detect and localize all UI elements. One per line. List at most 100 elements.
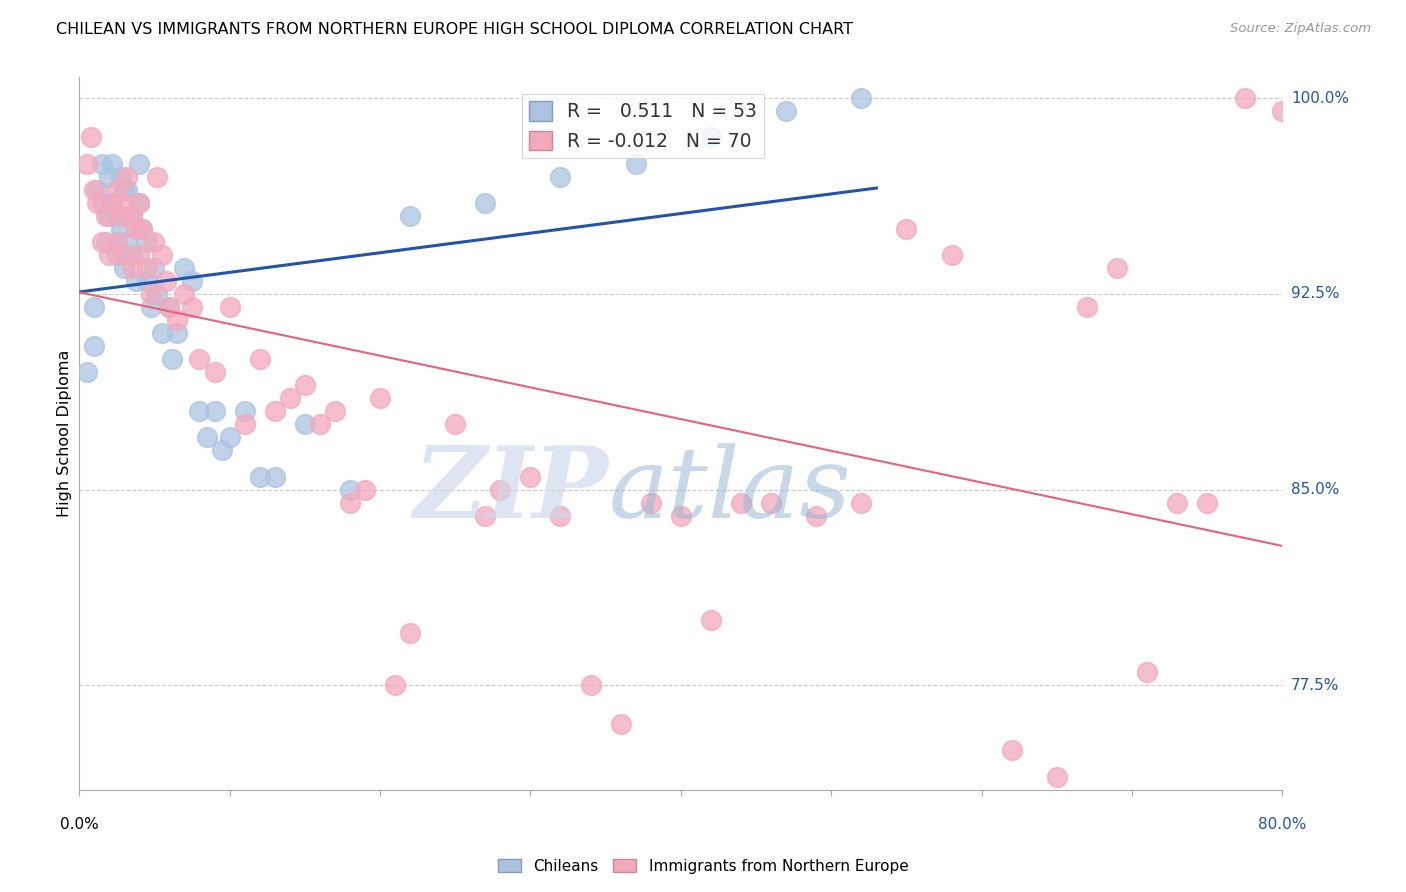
Point — [1046, 770, 1069, 784]
Point — [249, 469, 271, 483]
Point — [173, 260, 195, 275]
Point — [128, 195, 150, 210]
Point — [181, 274, 204, 288]
Point — [263, 404, 285, 418]
Point — [146, 287, 169, 301]
Point — [1105, 260, 1128, 275]
Point — [150, 248, 173, 262]
Point — [146, 169, 169, 184]
Text: CHILEAN VS IMMIGRANTS FROM NORTHERN EUROPE HIGH SCHOOL DIPLOMA CORRELATION CHART: CHILEAN VS IMMIGRANTS FROM NORTHERN EURO… — [56, 22, 853, 37]
Point — [101, 195, 124, 210]
Point — [730, 496, 752, 510]
Point — [640, 496, 662, 510]
Point — [105, 209, 128, 223]
Text: ZIP: ZIP — [413, 442, 609, 539]
Point — [143, 235, 166, 249]
Text: 100.0%: 100.0% — [1291, 91, 1348, 106]
Point — [181, 300, 204, 314]
Point — [354, 483, 377, 497]
Point — [233, 404, 256, 418]
Point — [157, 300, 180, 314]
Point — [339, 483, 361, 497]
Point — [204, 404, 226, 418]
Point — [90, 235, 112, 249]
Point — [110, 209, 132, 223]
Point — [550, 169, 572, 184]
Point — [1136, 665, 1159, 680]
Point — [110, 221, 132, 235]
Point — [308, 417, 330, 432]
Point — [489, 483, 512, 497]
Point — [1197, 496, 1219, 510]
Point — [384, 678, 406, 692]
Point — [135, 260, 157, 275]
Point — [105, 183, 128, 197]
Text: 80.0%: 80.0% — [1258, 817, 1306, 832]
Point — [851, 91, 873, 105]
Point — [117, 169, 139, 184]
Point — [141, 300, 163, 314]
Point — [96, 209, 118, 223]
Point — [368, 392, 391, 406]
Point — [125, 221, 148, 235]
Point — [700, 130, 723, 145]
Point — [112, 248, 135, 262]
Point — [669, 508, 692, 523]
Point — [86, 183, 108, 197]
Point — [76, 156, 98, 170]
Text: atlas: atlas — [609, 442, 852, 538]
Point — [519, 469, 541, 483]
Point — [579, 678, 602, 692]
Point — [263, 469, 285, 483]
Point — [143, 260, 166, 275]
Point — [339, 496, 361, 510]
Point — [76, 365, 98, 379]
Point — [112, 183, 135, 197]
Point — [1233, 91, 1256, 105]
Point — [166, 313, 188, 327]
Point — [759, 496, 782, 510]
Point — [188, 404, 211, 418]
Point — [188, 352, 211, 367]
Point — [1076, 300, 1098, 314]
Point — [195, 430, 218, 444]
Point — [98, 169, 121, 184]
Point — [474, 508, 496, 523]
Point — [550, 508, 572, 523]
Point — [204, 365, 226, 379]
Point — [117, 183, 139, 197]
Point — [131, 221, 153, 235]
Point — [83, 300, 105, 314]
Point — [96, 235, 118, 249]
Point — [121, 209, 143, 223]
Point — [609, 717, 631, 731]
Point — [128, 195, 150, 210]
Point — [112, 260, 135, 275]
Point — [101, 195, 124, 210]
Text: 92.5%: 92.5% — [1291, 286, 1340, 301]
Point — [323, 404, 346, 418]
Point — [166, 326, 188, 340]
Point — [233, 417, 256, 432]
Point — [135, 274, 157, 288]
Point — [775, 104, 797, 119]
Point — [117, 235, 139, 249]
Point — [135, 235, 157, 249]
Point — [141, 287, 163, 301]
Point — [162, 352, 184, 367]
Point — [474, 195, 496, 210]
Y-axis label: High School Diploma: High School Diploma — [58, 350, 72, 517]
Point — [105, 235, 128, 249]
Point — [101, 156, 124, 170]
Point — [150, 326, 173, 340]
Point — [105, 248, 128, 262]
Point — [128, 248, 150, 262]
Point — [211, 443, 233, 458]
Point — [83, 183, 105, 197]
Point — [157, 300, 180, 314]
Point — [110, 169, 132, 184]
Text: 0.0%: 0.0% — [59, 817, 98, 832]
Point — [90, 156, 112, 170]
Point — [294, 378, 316, 392]
Point — [399, 209, 422, 223]
